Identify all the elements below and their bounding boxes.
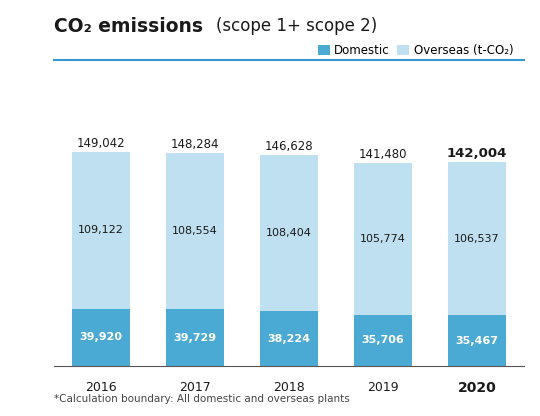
Legend: Domestic, Overseas (t-CO₂): Domestic, Overseas (t-CO₂) <box>313 39 518 62</box>
Text: 109,122: 109,122 <box>78 225 124 235</box>
Bar <box>448 162 506 315</box>
Bar <box>354 315 412 366</box>
Bar <box>72 152 130 309</box>
Text: 35,706: 35,706 <box>361 335 404 345</box>
Text: 108,554: 108,554 <box>172 226 218 236</box>
Text: 149,042: 149,042 <box>77 137 125 150</box>
Text: 142,004: 142,004 <box>447 147 507 160</box>
Text: 39,920: 39,920 <box>79 332 123 342</box>
Bar <box>166 309 224 366</box>
Text: 2020: 2020 <box>457 381 496 395</box>
Text: 38,224: 38,224 <box>267 334 310 344</box>
Text: 106,537: 106,537 <box>454 234 500 244</box>
Text: 108,404: 108,404 <box>266 228 312 238</box>
Text: 141,480: 141,480 <box>359 148 407 161</box>
Text: 2018: 2018 <box>273 381 305 394</box>
Text: (scope 1+ scope 2): (scope 1+ scope 2) <box>216 17 377 35</box>
Bar <box>354 163 412 315</box>
Bar <box>260 311 318 366</box>
Text: *Calculation boundary: All domestic and overseas plants: *Calculation boundary: All domestic and … <box>54 394 350 404</box>
Text: 148,284: 148,284 <box>171 138 219 151</box>
Text: CO₂ emissions: CO₂ emissions <box>54 17 203 36</box>
Text: 39,729: 39,729 <box>173 332 217 342</box>
Text: 2019: 2019 <box>367 381 399 394</box>
Bar <box>166 153 224 309</box>
Text: 146,628: 146,628 <box>265 140 313 154</box>
Bar <box>260 156 318 311</box>
Text: 2016: 2016 <box>85 381 117 394</box>
Text: 35,467: 35,467 <box>455 336 498 346</box>
Text: 105,774: 105,774 <box>360 234 406 244</box>
Bar <box>72 309 130 366</box>
Bar <box>448 315 506 366</box>
Text: 2017: 2017 <box>179 381 211 394</box>
